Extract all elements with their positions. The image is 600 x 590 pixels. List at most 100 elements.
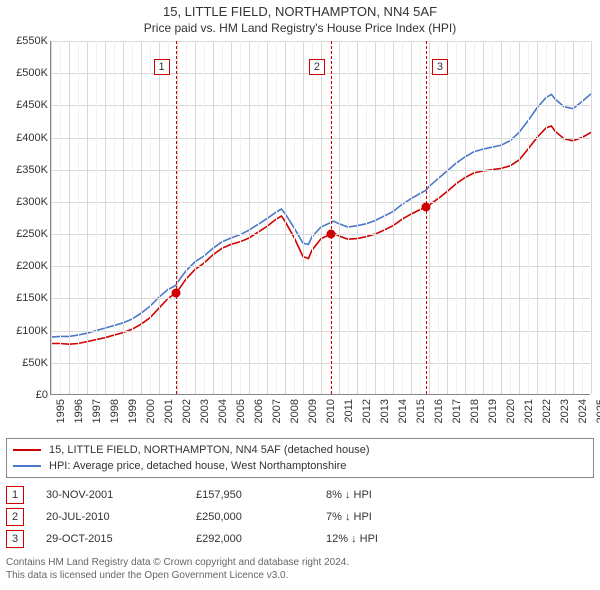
gridline-v	[285, 41, 286, 394]
gridline-v	[69, 41, 70, 394]
transaction-date: 30-NOV-2001	[46, 489, 196, 501]
gridline-v-minor	[366, 41, 367, 394]
gridline-v-minor	[78, 41, 79, 394]
gridline-v	[87, 41, 88, 394]
x-tick-label: 2006	[253, 399, 265, 423]
y-tick-label: £500K	[16, 67, 48, 79]
gridline-v	[519, 41, 520, 394]
gridline-v-minor	[582, 41, 583, 394]
y-tick-label: £100K	[16, 325, 48, 337]
gridline-v-minor	[564, 41, 565, 394]
gridline-v	[159, 41, 160, 394]
gridline-v-minor	[96, 41, 97, 394]
x-tick-label: 2009	[307, 399, 319, 423]
marker-dot	[421, 203, 430, 212]
gridline-v-minor	[276, 41, 277, 394]
gridline-v-minor	[402, 41, 403, 394]
x-tick-label: 2018	[469, 399, 481, 423]
x-tick-label: 2005	[235, 399, 247, 423]
x-tick-label: 2015	[415, 399, 427, 423]
y-tick-label: £150K	[16, 292, 48, 304]
gridline-v	[357, 41, 358, 394]
x-tick-label: 2002	[181, 399, 193, 423]
transaction-date: 29-OCT-2015	[46, 533, 196, 545]
x-tick-label: 2008	[289, 399, 301, 423]
gridline-v-minor	[474, 41, 475, 394]
gridline-v-minor	[420, 41, 421, 394]
legend: 15, LITTLE FIELD, NORTHAMPTON, NN4 5AF (…	[6, 438, 594, 478]
marker-badge: 1	[154, 59, 170, 75]
marker-dot	[326, 230, 335, 239]
gridline-v-minor	[348, 41, 349, 394]
gridline-v	[177, 41, 178, 394]
gridline-v-minor	[60, 41, 61, 394]
transaction-index-badge: 2	[6, 508, 24, 526]
transaction-row: 2 20-JUL-2010£250,0007% ↓ HPI	[6, 506, 594, 528]
transaction-price: £292,000	[196, 533, 326, 545]
transaction-row: 329-OCT-2015£292,00012% ↓ HPI	[6, 528, 594, 550]
marker-badge: 3	[432, 59, 448, 75]
gridline-v	[393, 41, 394, 394]
gridline-v-minor	[546, 41, 547, 394]
gridline-v	[321, 41, 322, 394]
x-tick-label: 2021	[523, 399, 535, 423]
chart: £0£50K£100K£150K£200K£250K£300K£350K£400…	[6, 41, 594, 436]
transaction-date: 20-JUL-2010	[46, 511, 196, 523]
y-tick-label: £400K	[16, 132, 48, 144]
x-tick-label: 2014	[397, 399, 409, 423]
x-tick-label: 2012	[361, 399, 373, 423]
x-tick-label: 2011	[343, 399, 355, 423]
gridline-v-minor	[492, 41, 493, 394]
y-tick-label: £50K	[22, 357, 48, 369]
gridline-v	[123, 41, 124, 394]
gridline-v	[465, 41, 466, 394]
y-tick-label: £550K	[16, 35, 48, 47]
x-tick-label: 2016	[433, 399, 445, 423]
x-tick-label: 2004	[217, 399, 229, 423]
marker-vline	[176, 41, 177, 394]
gridline-v-minor	[168, 41, 169, 394]
gridline-v	[249, 41, 250, 394]
gridline-v	[195, 41, 196, 394]
marker-dot	[171, 289, 180, 298]
legend-label: HPI: Average price, detached house, West…	[49, 460, 346, 472]
gridline-v-minor	[456, 41, 457, 394]
gridline-v	[339, 41, 340, 394]
gridline-v-minor	[240, 41, 241, 394]
x-tick-label: 1997	[91, 399, 103, 423]
x-tick-label: 2013	[379, 399, 391, 423]
gridline-v-minor	[528, 41, 529, 394]
gridline-v	[375, 41, 376, 394]
legend-row: HPI: Average price, detached house, West…	[13, 458, 587, 474]
marker-vline	[426, 41, 427, 394]
x-tick-label: 2019	[487, 399, 499, 423]
gridline-v-minor	[258, 41, 259, 394]
title-address: 15, LITTLE FIELD, NORTHAMPTON, NN4 5AF	[6, 4, 594, 19]
x-tick-label: 2001	[163, 399, 175, 423]
transaction-row: 130-NOV-2001£157,9508% ↓ HPI	[6, 484, 594, 506]
gridline-v-minor	[294, 41, 295, 394]
y-tick-label: £450K	[16, 99, 48, 111]
marker-vline	[331, 41, 332, 394]
gridline-v-minor	[204, 41, 205, 394]
gridline-v	[141, 41, 142, 394]
gridline-v-minor	[438, 41, 439, 394]
gridline-v	[267, 41, 268, 394]
transaction-pct-vs-hpi: 7% ↓ HPI	[326, 511, 594, 523]
transactions-table: 130-NOV-2001£157,9508% ↓ HPI 2 20-JUL-2010…	[6, 484, 594, 550]
x-tick-label: 1995	[55, 399, 67, 423]
x-tick-label: 2023	[559, 399, 571, 423]
x-tick-label: 1998	[109, 399, 121, 423]
gridline-v-minor	[384, 41, 385, 394]
transaction-price: £157,950	[196, 489, 326, 501]
transaction-price: £250,000	[196, 511, 326, 523]
y-tick-label: £0	[36, 389, 48, 401]
y-tick-label: £350K	[16, 164, 48, 176]
gridline-v	[447, 41, 448, 394]
x-tick-label: 2000	[145, 399, 157, 423]
gridline-v-minor	[132, 41, 133, 394]
transaction-pct-vs-hpi: 8% ↓ HPI	[326, 489, 594, 501]
gridline-v	[537, 41, 538, 394]
x-tick-label: 2020	[505, 399, 517, 423]
gridline-v	[591, 41, 592, 394]
